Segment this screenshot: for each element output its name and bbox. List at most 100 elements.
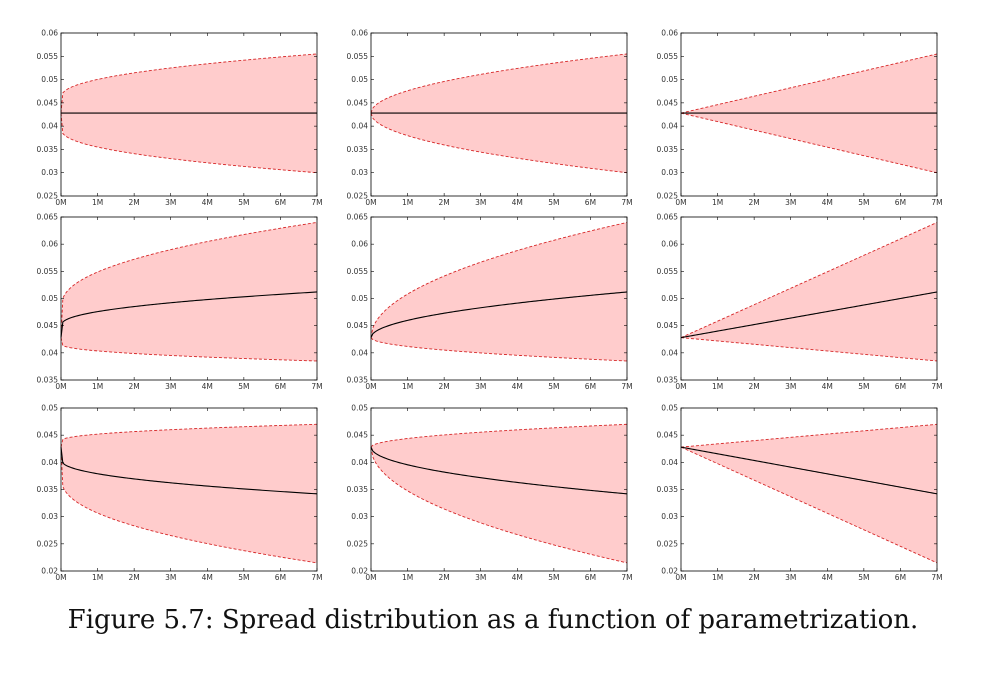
x-tick-label: 4M bbox=[512, 573, 523, 582]
x-tick-label: 6M bbox=[895, 573, 906, 582]
lower-bound-line bbox=[60, 113, 318, 174]
panel-r1c3: 0.025 0.03 0.035 0.04 0.045 0.05 0.055 0.06 0M 1M… bbox=[657, 29, 943, 208]
x-tick-label: 6M bbox=[585, 573, 596, 582]
y-tick-label: 0.055 bbox=[37, 52, 59, 61]
y-tick-label: 0.06 bbox=[41, 240, 58, 249]
y-tick-label: 0.055 bbox=[657, 267, 679, 276]
panel-r3c1: 0.02 0.025 0.03 0.035 0.04 0.045 0.05 0M 1M 2M 3M 4… bbox=[37, 404, 323, 583]
y-tick-label: 0.025 bbox=[37, 539, 59, 548]
plot-frame bbox=[370, 32, 628, 197]
y-tick-label: 0.035 bbox=[37, 485, 59, 494]
y-tick-label: 0.06 bbox=[661, 29, 678, 38]
upper-bound-line bbox=[60, 221, 318, 338]
y-tick-label: 0.035 bbox=[347, 376, 369, 385]
panel-r2c1: 0.035 0.04 0.045 0.05 0.055 0.06 0.065 0M 1M 2M 3M… bbox=[37, 213, 323, 392]
y-tick-label: 0.03 bbox=[351, 512, 368, 521]
x-tick-label: 4M bbox=[202, 382, 213, 391]
lower-bound-line bbox=[60, 447, 318, 564]
x-tick-label: 4M bbox=[822, 382, 833, 391]
y-tick-label: 0.02 bbox=[351, 567, 368, 576]
confidence-band bbox=[61, 424, 317, 563]
x-tick-label: 5M bbox=[548, 382, 559, 391]
x-tick-label: 3M bbox=[785, 382, 796, 391]
x-tick-label: 1M bbox=[402, 573, 413, 582]
y-tick-label: 0.035 bbox=[657, 145, 679, 154]
y-tick-label: 0.05 bbox=[41, 75, 58, 84]
x-tick-label: 1M bbox=[712, 382, 723, 391]
x-tick-label: 3M bbox=[165, 573, 176, 582]
x-tick-label: 3M bbox=[165, 382, 176, 391]
x-tick-label: 4M bbox=[822, 573, 833, 582]
x-tick-label: 3M bbox=[785, 198, 796, 207]
x-tick-label: 4M bbox=[512, 198, 523, 207]
x-tick-label: 1M bbox=[402, 198, 413, 207]
y-tick-label: 0.045 bbox=[657, 431, 679, 440]
x-tick-label: 6M bbox=[275, 382, 286, 391]
x-tick-label: 1M bbox=[402, 382, 413, 391]
x-tick-label: 2M bbox=[129, 573, 140, 582]
y-tick-label: 0.05 bbox=[661, 75, 678, 84]
y-tick-label: 0.045 bbox=[347, 321, 369, 330]
y-tick-label: 0.025 bbox=[657, 539, 679, 548]
x-tick-label: 4M bbox=[202, 198, 213, 207]
x-tick-label: 0M bbox=[675, 382, 686, 391]
panel-r1c2: 0.025 0.03 0.035 0.04 0.045 0.05 0.055 0.06 0M 1M… bbox=[347, 29, 633, 208]
y-tick-label: 0.065 bbox=[347, 213, 369, 222]
y-tick-label: 0.055 bbox=[37, 267, 59, 276]
panel-r2c2: 0.035 0.04 0.045 0.05 0.055 0.06 0.065 0M 1M 2M 3M… bbox=[347, 213, 633, 392]
x-tick-label: 1M bbox=[92, 382, 103, 391]
plot-frame bbox=[60, 32, 318, 197]
y-tick-label: 0.065 bbox=[37, 213, 59, 222]
x-tick-label: 2M bbox=[439, 198, 450, 207]
y-tick-label: 0.06 bbox=[351, 29, 368, 38]
x-tick-label: 5M bbox=[858, 382, 869, 391]
x-tick-label: 5M bbox=[548, 198, 559, 207]
panel-r3c3: 0.02 0.025 0.03 0.035 0.04 0.045 0.05 0M 1M 2M 3M 4… bbox=[657, 404, 943, 583]
x-tick-label: 3M bbox=[165, 198, 176, 207]
x-tick-label: 3M bbox=[475, 382, 486, 391]
y-tick-label: 0.035 bbox=[347, 485, 369, 494]
y-tick-label: 0.04 bbox=[661, 348, 678, 357]
upper-bound-line bbox=[370, 423, 628, 448]
x-tick-label: 1M bbox=[712, 573, 723, 582]
y-tick-label: 0.035 bbox=[347, 145, 369, 154]
x-tick-label: 7M bbox=[931, 382, 942, 391]
upper-bound-line bbox=[370, 53, 628, 114]
y-tick-label: 0.05 bbox=[661, 294, 678, 303]
y-tick-label: 0.025 bbox=[347, 539, 369, 548]
x-tick-label: 7M bbox=[621, 198, 632, 207]
mean-line bbox=[60, 291, 318, 338]
x-tick-label: 1M bbox=[92, 573, 103, 582]
y-tick-label: 0.04 bbox=[351, 458, 368, 467]
x-tick-label: 7M bbox=[311, 573, 322, 582]
lower-bound-line bbox=[60, 337, 318, 362]
mean-line bbox=[680, 446, 938, 495]
x-tick-label: 0M bbox=[55, 382, 66, 391]
x-tick-label: 6M bbox=[585, 382, 596, 391]
y-tick-label: 0.05 bbox=[661, 404, 678, 413]
lower-bound-line bbox=[370, 447, 628, 564]
x-tick-label: 7M bbox=[621, 573, 632, 582]
x-tick-label: 0M bbox=[675, 198, 686, 207]
x-tick-label: 3M bbox=[475, 573, 486, 582]
x-tick-label: 6M bbox=[275, 573, 286, 582]
x-tick-label: 6M bbox=[275, 198, 286, 207]
y-tick-label: 0.045 bbox=[347, 431, 369, 440]
x-tick-label: 0M bbox=[675, 573, 686, 582]
x-tick-label: 7M bbox=[621, 382, 632, 391]
y-tick-label: 0.05 bbox=[351, 404, 368, 413]
upper-bound-line bbox=[680, 423, 938, 448]
lower-bound-line bbox=[680, 446, 938, 564]
y-tick-label: 0.04 bbox=[661, 122, 678, 131]
confidence-band bbox=[681, 424, 937, 563]
y-tick-label: 0.025 bbox=[347, 192, 369, 201]
x-tick-label: 4M bbox=[202, 573, 213, 582]
y-tick-label: 0.02 bbox=[41, 567, 58, 576]
x-tick-label: 5M bbox=[858, 573, 869, 582]
y-tick-label: 0.03 bbox=[351, 168, 368, 177]
x-tick-label: 2M bbox=[129, 198, 140, 207]
mean-line bbox=[370, 291, 628, 338]
x-tick-label: 4M bbox=[512, 382, 523, 391]
y-tick-label: 0.035 bbox=[657, 376, 679, 385]
x-tick-label: 2M bbox=[749, 382, 760, 391]
